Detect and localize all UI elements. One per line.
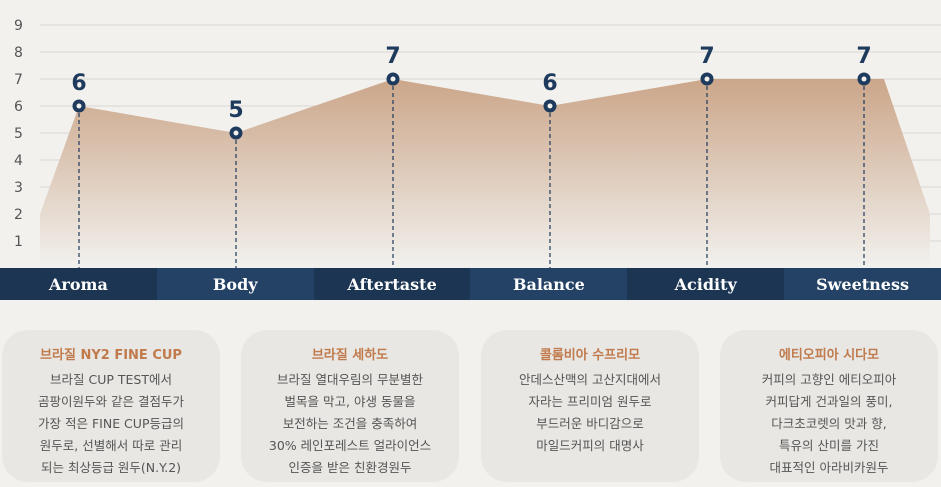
card-title: 콜롬비아 수프리모 [539, 348, 641, 363]
card-line: 인증을 받은 친환경원두 [288, 460, 412, 475]
card-line: 안데스산맥의 고산지대에서 [519, 372, 661, 387]
data-point-center [390, 76, 396, 82]
card-line: 다크초코렛의 맛과 향, [771, 416, 887, 431]
category-label: Body [156, 268, 314, 300]
card-line: 곰팡이원두와 같은 결점두가 [38, 394, 184, 409]
card-line: 자라는 프리미엄 원두로 [528, 394, 652, 409]
coffee-card: 콜롬비아 수프리모 안데스산맥의 고산지대에서 자라는 프리미엄 원두로 부드러… [481, 330, 699, 482]
card-line: 대표적인 아라비카원두 [769, 460, 889, 475]
y-tick-label: 4 [14, 153, 23, 169]
y-tick-label: 8 [14, 45, 23, 61]
data-point-center [76, 103, 82, 109]
coffee-card: 브라질 NY2 FINE CUP 브라질 CUP TEST에서 곰팡이원두와 같… [2, 330, 220, 482]
chart-svg: 6 5 7 6 7 7 1 2 3 4 5 6 7 8 9 [14, 18, 941, 268]
y-tick-label: 3 [14, 180, 23, 196]
data-label: 7 [699, 44, 714, 69]
data-label: 7 [856, 44, 871, 69]
card-line: 30% 레인포레스트 얼라이언스 [268, 438, 432, 453]
y-tick-label: 9 [14, 18, 23, 34]
category-label: Balance [470, 268, 628, 300]
card-line: 특유의 산미를 가진 [779, 438, 879, 453]
card-line: 커피답게 건과일의 풍미, [765, 394, 893, 409]
card-line: 마일드커피의 대명사 [536, 438, 644, 453]
data-label: 6 [542, 71, 557, 96]
card-line: 벌목을 막고, 야생 동물을 [284, 394, 416, 409]
category-label: Aroma [0, 268, 157, 300]
y-tick-label: 2 [14, 207, 23, 223]
y-tick-label: 6 [14, 99, 23, 115]
card-line: 부드러운 바디감으로 [536, 416, 644, 431]
card-line: 브라질 CUP TEST에서 [50, 372, 172, 387]
card-title: 에티오피아 시다모 [778, 348, 880, 363]
flavor-chart: 6 5 7 6 7 7 1 2 3 4 5 6 7 8 9 Aroma Body Aftertaste B… [0, 18, 941, 300]
data-label: 5 [228, 98, 243, 123]
coffee-card: 브라질 세하도 브라질 열대우림의 무분별한 벌목을 막고, 야생 동물을 보전… [241, 330, 459, 482]
data-point-center [861, 76, 867, 82]
category-label: Acidity [627, 268, 785, 300]
card-line: 원두로, 선별해서 따로 관리 [39, 438, 183, 453]
card-line: 브라질 열대우림의 무분별한 [277, 372, 423, 387]
card-line: 가장 적은 FINE CUP등급의 [38, 416, 184, 431]
data-point-center [704, 76, 710, 82]
data-point-center [547, 103, 553, 109]
category-bar: Aroma Body Aftertaste Balance Acidity Sw… [0, 268, 941, 300]
coffee-card: 에티오피아 시다모 커피의 고향인 에티오피아 커피답게 건과일의 풍미, 다크… [720, 330, 938, 482]
coffee-cards: 브라질 NY2 FINE CUP 브라질 CUP TEST에서 곰팡이원두와 같… [0, 330, 941, 487]
data-label: 7 [385, 44, 400, 69]
card-title: 브라질 NY2 FINE CUP [40, 348, 182, 363]
y-tick-label: 7 [14, 72, 23, 88]
card-line: 커피의 고향인 에티오피아 [761, 372, 897, 387]
y-tick-label: 5 [14, 126, 23, 142]
data-point-center [233, 130, 239, 136]
card-line: 보전하는 조건을 충족하여 [282, 416, 418, 431]
card-title: 브라질 세하도 [311, 348, 389, 363]
category-label: Aftertaste [313, 268, 471, 300]
y-tick-label: 1 [14, 234, 23, 250]
area-fill [40, 79, 930, 268]
card-line: 되는 최상등급 원두(N.Y.2) [40, 460, 182, 475]
data-label: 6 [71, 71, 86, 96]
category-label: Sweetness [784, 268, 941, 300]
